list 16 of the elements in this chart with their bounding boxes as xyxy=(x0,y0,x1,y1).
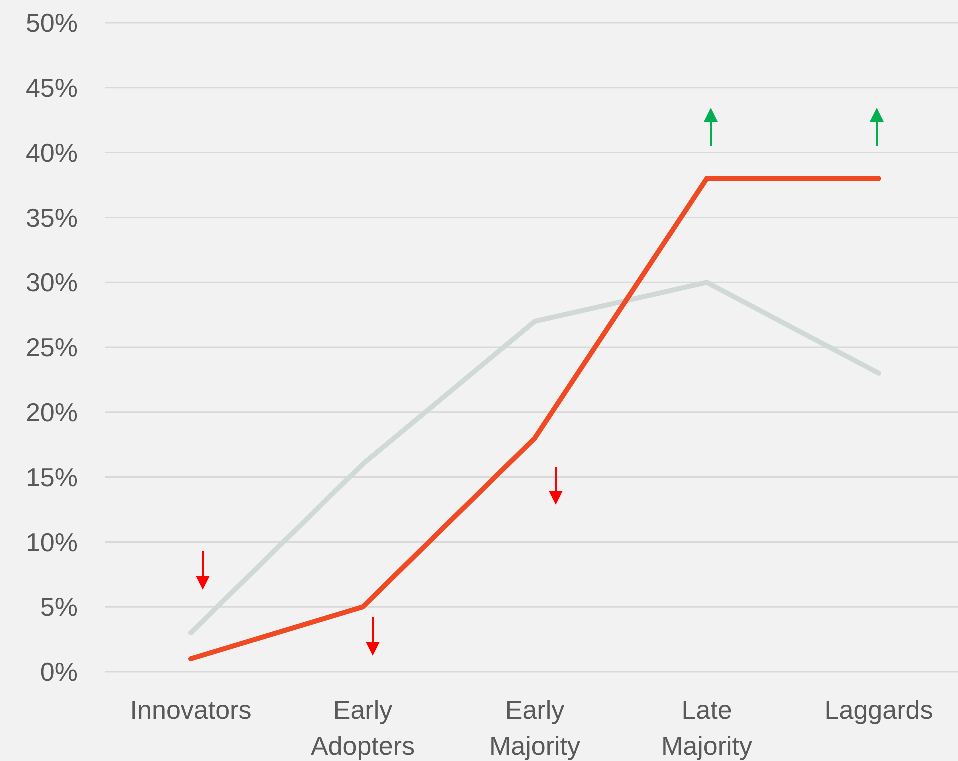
y-tick-label: 5% xyxy=(40,592,78,622)
x-tick-label: Early Adopters xyxy=(310,695,416,761)
x-tick-label: Early Majority xyxy=(489,695,581,761)
y-tick-label: 50% xyxy=(26,8,78,38)
y-tick-label: 30% xyxy=(26,268,78,298)
y-tick-label: 35% xyxy=(26,202,78,233)
y-tick-label: 0% xyxy=(40,657,78,688)
y-tick-label: 40% xyxy=(26,138,78,168)
x-tick-label: Laggards xyxy=(824,695,934,725)
y-tick-label: 10% xyxy=(26,527,78,558)
y-tick-label: 20% xyxy=(26,398,78,428)
x-tick-label: Late Majority xyxy=(661,695,753,761)
y-tick-label: 15% xyxy=(26,462,78,492)
y-tick-label: 25% xyxy=(26,332,78,363)
x-tick-label: Innovators xyxy=(130,695,252,725)
y-tick-label: 45% xyxy=(26,73,78,103)
